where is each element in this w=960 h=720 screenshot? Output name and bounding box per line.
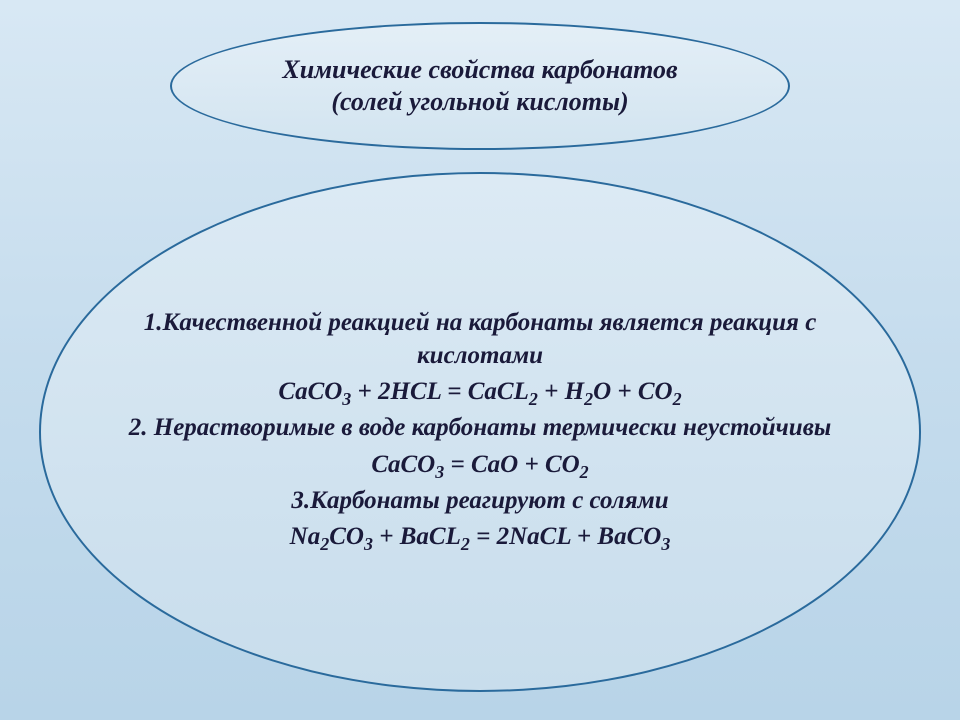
item3-equation: Na2CO3 + BaCL2 = 2NaCL + BaCO3 bbox=[290, 523, 671, 551]
content-ellipse: 1.Качественной реакцией на карбонаты явл… bbox=[39, 172, 921, 692]
title-ellipse: Химические свойства карбонатов (солей уг… bbox=[170, 22, 790, 150]
title-line-1: Химические свойства карбонатов bbox=[282, 54, 677, 87]
item3-text: 3.Карбонаты реагируют с солями bbox=[291, 485, 668, 518]
item1-equation: CaCO3 + 2HCL = CaCL2 + H2O + CO2 bbox=[278, 378, 681, 406]
item1-text: 1.Качественной реакцией на карбонаты явл… bbox=[111, 307, 849, 372]
title-line-2: (солей угольной кислоты) bbox=[331, 86, 628, 119]
item2-text: 2. Нерастворимые в воде карбонаты термич… bbox=[129, 412, 831, 445]
item2-equation: CaCO3 = CaO + CO2 bbox=[371, 451, 588, 479]
